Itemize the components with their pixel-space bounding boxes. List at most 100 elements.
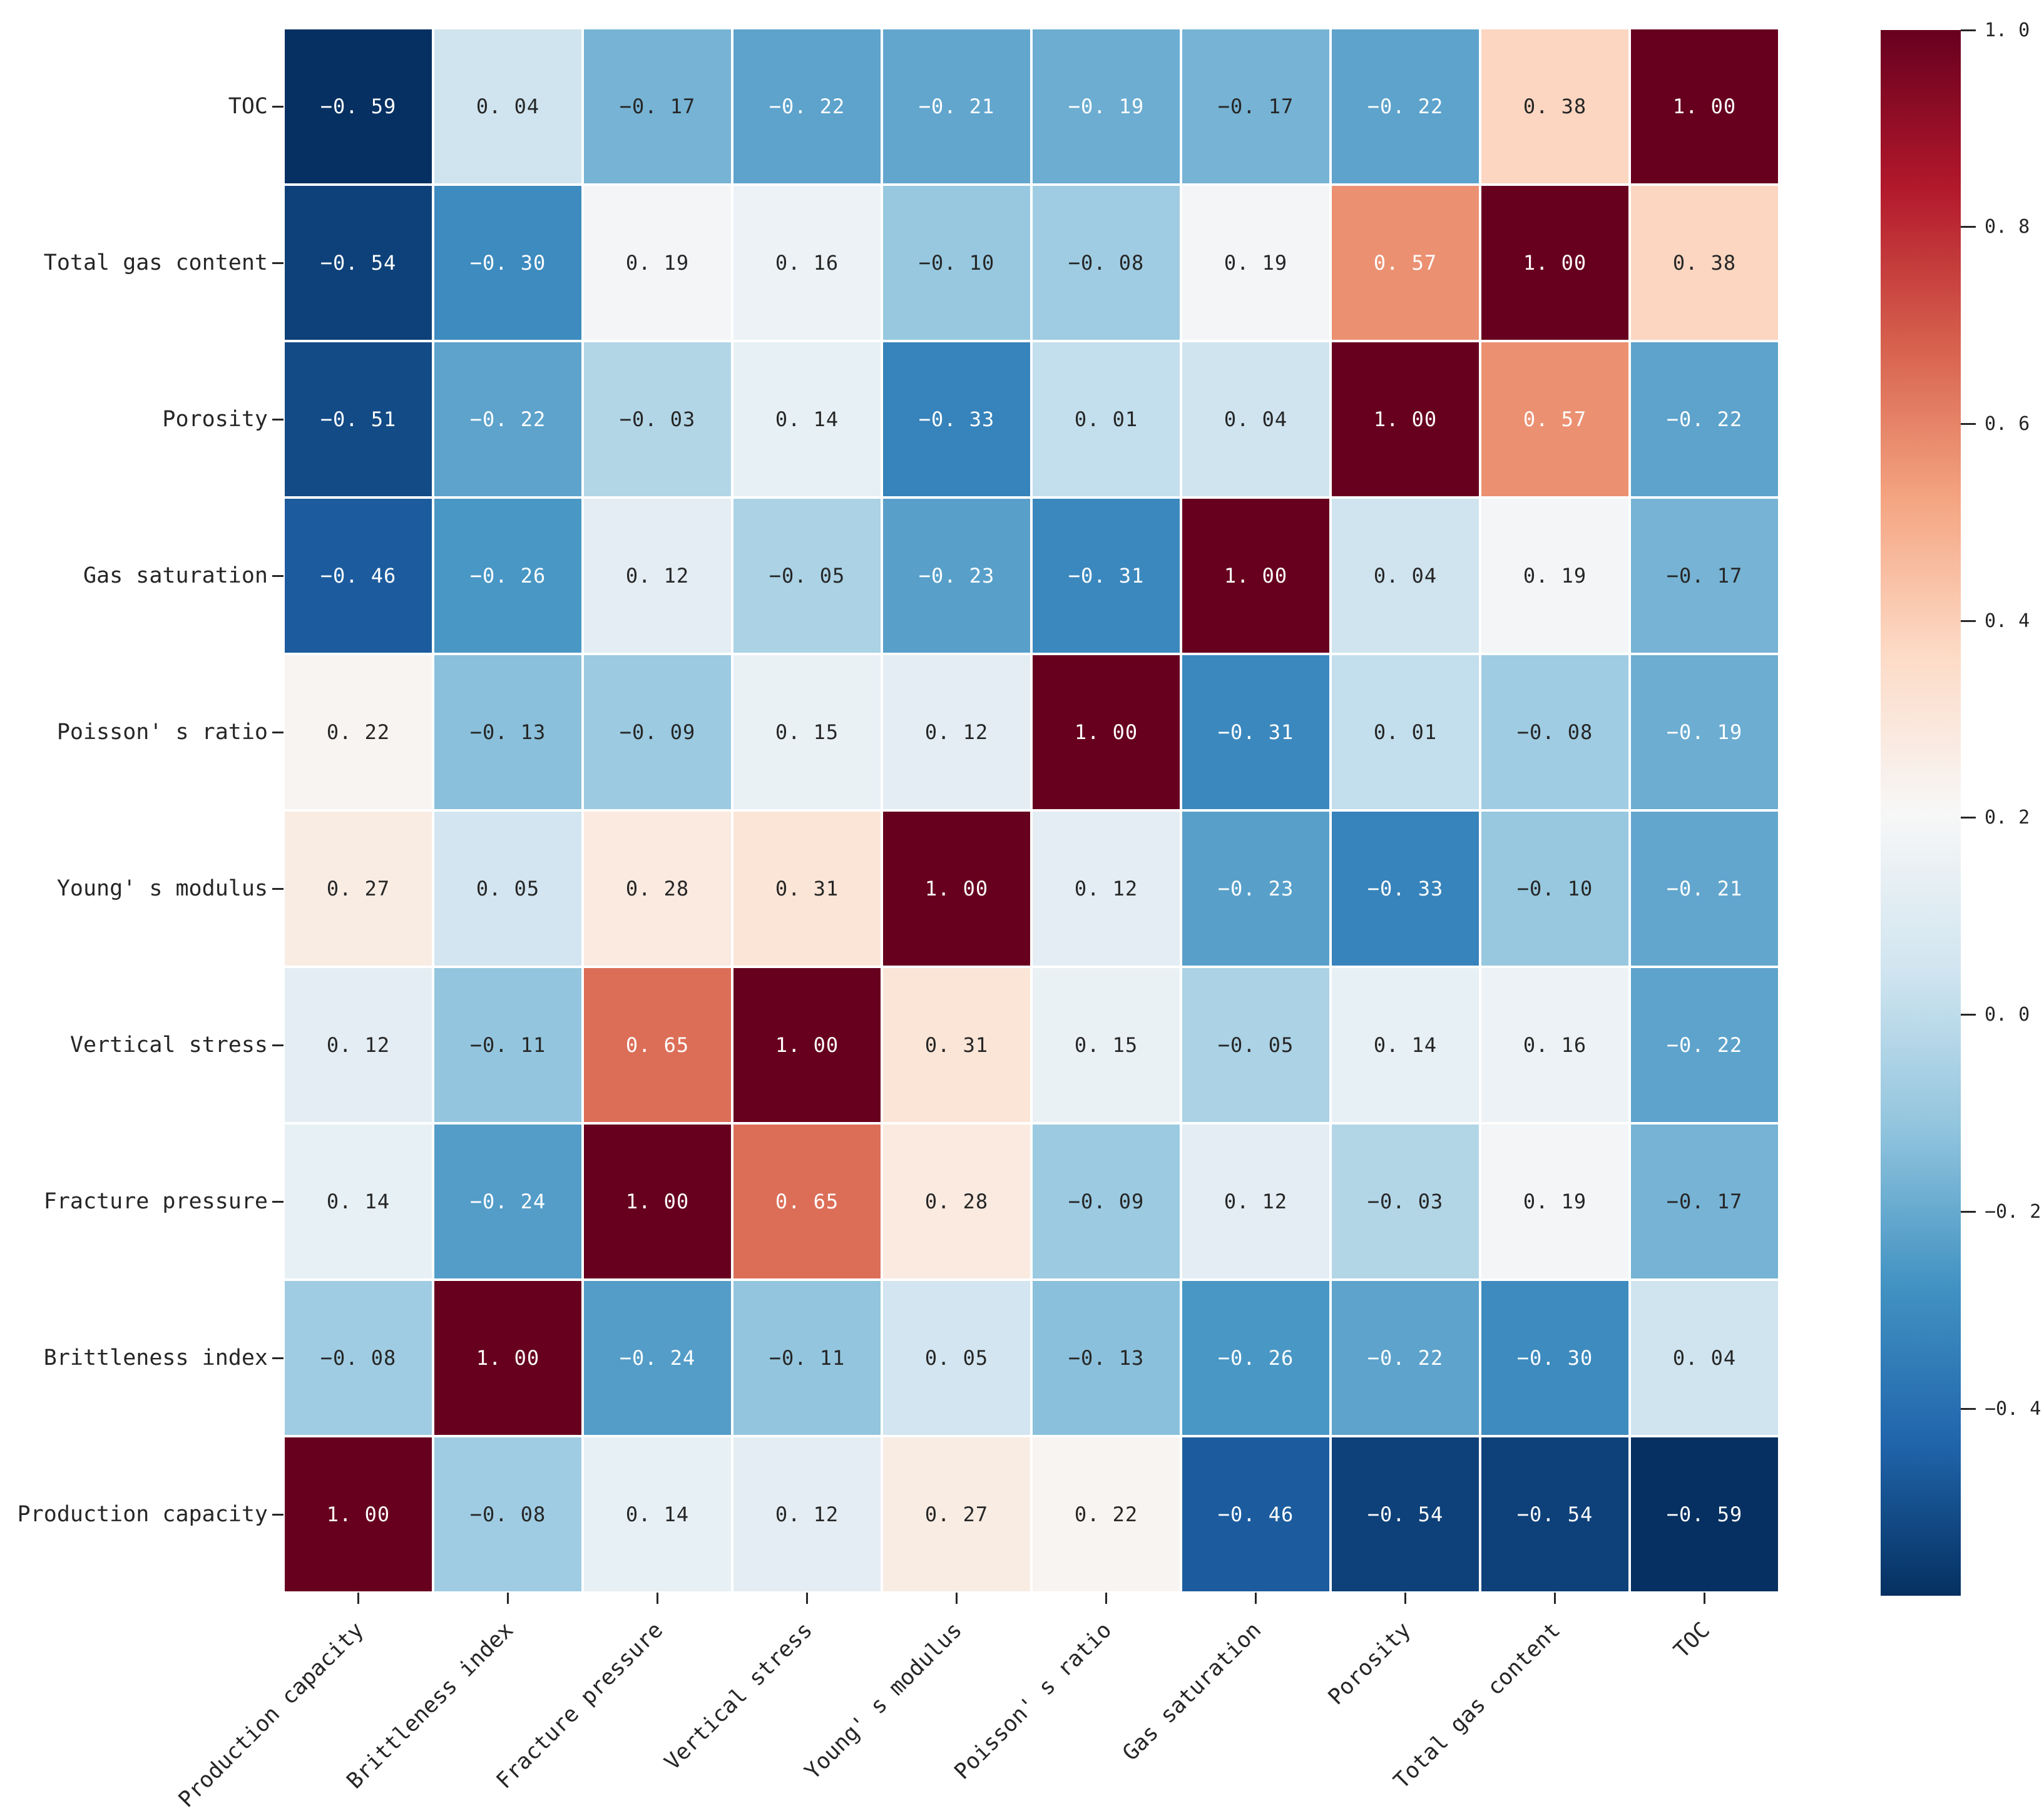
heatmap-cell: −0. 22	[1631, 968, 1778, 1122]
heatmap-cell: −0. 03	[584, 342, 731, 496]
heatmap-cell: 1. 00	[1182, 499, 1329, 653]
heatmap-cell: 0. 04	[1182, 342, 1329, 496]
heatmap-cell: 0. 05	[434, 812, 581, 966]
heatmap-cell: 0. 27	[883, 1437, 1030, 1591]
heatmap-cell: 0. 19	[584, 186, 731, 340]
heatmap-cell: 0. 15	[733, 655, 881, 809]
colorbar-tick	[1961, 29, 1976, 31]
heatmap-cell: −0. 54	[1332, 1437, 1479, 1591]
heatmap-cell: 0. 31	[733, 812, 881, 966]
colorbar-tick-label: 0. 8	[1985, 216, 2030, 238]
heatmap-cell: 0. 19	[1481, 499, 1628, 653]
heatmap-cell: −0. 31	[1033, 499, 1180, 653]
y-axis-label: Gas saturation	[83, 563, 268, 588]
y-axis-label: Fracture pressure	[43, 1189, 268, 1214]
heatmap-cell: −0. 23	[883, 499, 1030, 653]
x-axis-tick	[1404, 1593, 1406, 1604]
colorbar-gradient	[1881, 30, 1961, 1596]
colorbar-tick-label: 0. 2	[1985, 807, 2030, 829]
heatmap-cell: 0. 14	[733, 342, 881, 496]
heatmap-cell: 0. 12	[584, 499, 731, 653]
heatmap-cell: −0. 26	[1182, 1281, 1329, 1435]
colorbar-tick-label: 0. 0	[1985, 1004, 2030, 1026]
heatmap-cell: 0. 14	[1332, 968, 1479, 1122]
heatmap-cell: 1. 00	[1332, 342, 1479, 496]
heatmap-cell: −0. 59	[1631, 1437, 1778, 1591]
y-axis-label: Young' s modulus	[56, 876, 268, 901]
y-axis-label: Production capacity	[17, 1502, 268, 1527]
heatmap-cell: −0. 33	[1332, 812, 1479, 966]
x-axis-tick	[1554, 1593, 1556, 1604]
heatmap-cell: 0. 12	[1182, 1125, 1329, 1278]
colorbar-tick	[1961, 226, 1976, 228]
heatmap-cell: 0. 31	[883, 968, 1030, 1122]
y-axis-tick	[272, 574, 284, 577]
heatmap-cell: −0. 08	[1033, 186, 1180, 340]
heatmap-cell: −0. 31	[1182, 655, 1329, 809]
heatmap-cell: 0. 22	[285, 655, 432, 809]
heatmap-cell: 0. 19	[1182, 186, 1329, 340]
heatmap-cell: −0. 22	[733, 29, 881, 183]
heatmap-cell: −0. 11	[733, 1281, 881, 1435]
colorbar-tick	[1961, 1407, 1976, 1410]
y-axis-tick	[272, 418, 284, 421]
y-axis-label: Poisson' s ratio	[56, 720, 268, 745]
y-axis-label: TOC	[228, 94, 268, 119]
heatmap-cell: −0. 24	[434, 1125, 581, 1278]
heatmap-cell: −0. 54	[285, 186, 432, 340]
heatmap-cell: 0. 19	[1481, 1125, 1628, 1278]
heatmap-cell: 0. 16	[1481, 968, 1628, 1122]
heatmap-cell: 1. 00	[883, 812, 1030, 966]
colorbar-tick-label: −0. 2	[1985, 1200, 2041, 1223]
heatmap-cell: −0. 17	[584, 29, 731, 183]
x-axis-tick	[1255, 1593, 1257, 1604]
colorbar-tick	[1961, 422, 1976, 425]
heatmap-cell: −0. 33	[883, 342, 1030, 496]
y-axis-tick	[272, 1044, 284, 1046]
heatmap-cell: −0. 03	[1332, 1125, 1479, 1278]
heatmap-cell: 0. 28	[584, 812, 731, 966]
heatmap-cell: 1. 00	[1033, 655, 1180, 809]
y-axis-tick	[272, 262, 284, 264]
colorbar-tick	[1961, 817, 1976, 819]
heatmap-cell: 0. 01	[1332, 655, 1479, 809]
y-axis-tick	[272, 1357, 284, 1359]
heatmap-cell: −0. 30	[434, 186, 581, 340]
heatmap-cell: −0. 17	[1182, 29, 1329, 183]
heatmap-cell: 1. 00	[733, 968, 881, 1122]
x-axis-tick	[507, 1593, 509, 1604]
heatmap-cell: −0. 10	[1481, 812, 1628, 966]
heatmap-cell: 0. 38	[1481, 29, 1628, 183]
colorbar-tick-label: 1. 0	[1985, 19, 2030, 41]
heatmap-cell: 0. 12	[1033, 812, 1180, 966]
heatmap-cell: −0. 30	[1481, 1281, 1628, 1435]
heatmap-cell: 0. 14	[584, 1437, 731, 1591]
heatmap-cell: 0. 12	[285, 968, 432, 1122]
colorbar-tick-label: 0. 4	[1985, 610, 2030, 632]
heatmap-cell: −0. 23	[1182, 812, 1329, 966]
heatmap-cell: 0. 28	[883, 1125, 1030, 1278]
heatmap-cell: −0. 22	[1332, 29, 1479, 183]
colorbar-tick-label: 0. 6	[1985, 412, 2030, 435]
y-axis-tick	[272, 731, 284, 733]
colorbar-tick	[1961, 620, 1976, 622]
heatmap-cell: −0. 19	[1631, 655, 1778, 809]
heatmap-cell: −0. 09	[584, 655, 731, 809]
x-axis-tick	[657, 1593, 658, 1604]
x-axis-tick	[956, 1593, 958, 1604]
heatmap-cell: 0. 01	[1033, 342, 1180, 496]
heatmap-cell: −0. 26	[434, 499, 581, 653]
y-axis-tick	[272, 887, 284, 890]
heatmap-cell: 0. 05	[883, 1281, 1030, 1435]
heatmap-cell: 0. 27	[285, 812, 432, 966]
colorbar-tick	[1961, 1014, 1976, 1016]
heatmap-cell: 1. 00	[584, 1125, 731, 1278]
heatmap-cell: 0. 04	[434, 29, 581, 183]
heatmap-cell: −0. 51	[285, 342, 432, 496]
heatmap-cell: −0. 22	[1332, 1281, 1479, 1435]
heatmap-cell: 0. 04	[1631, 1281, 1778, 1435]
heatmap-cell: −0. 54	[1481, 1437, 1628, 1591]
heatmap-cell: −0. 17	[1631, 1125, 1778, 1278]
heatmap-cell: 1. 00	[285, 1437, 432, 1591]
